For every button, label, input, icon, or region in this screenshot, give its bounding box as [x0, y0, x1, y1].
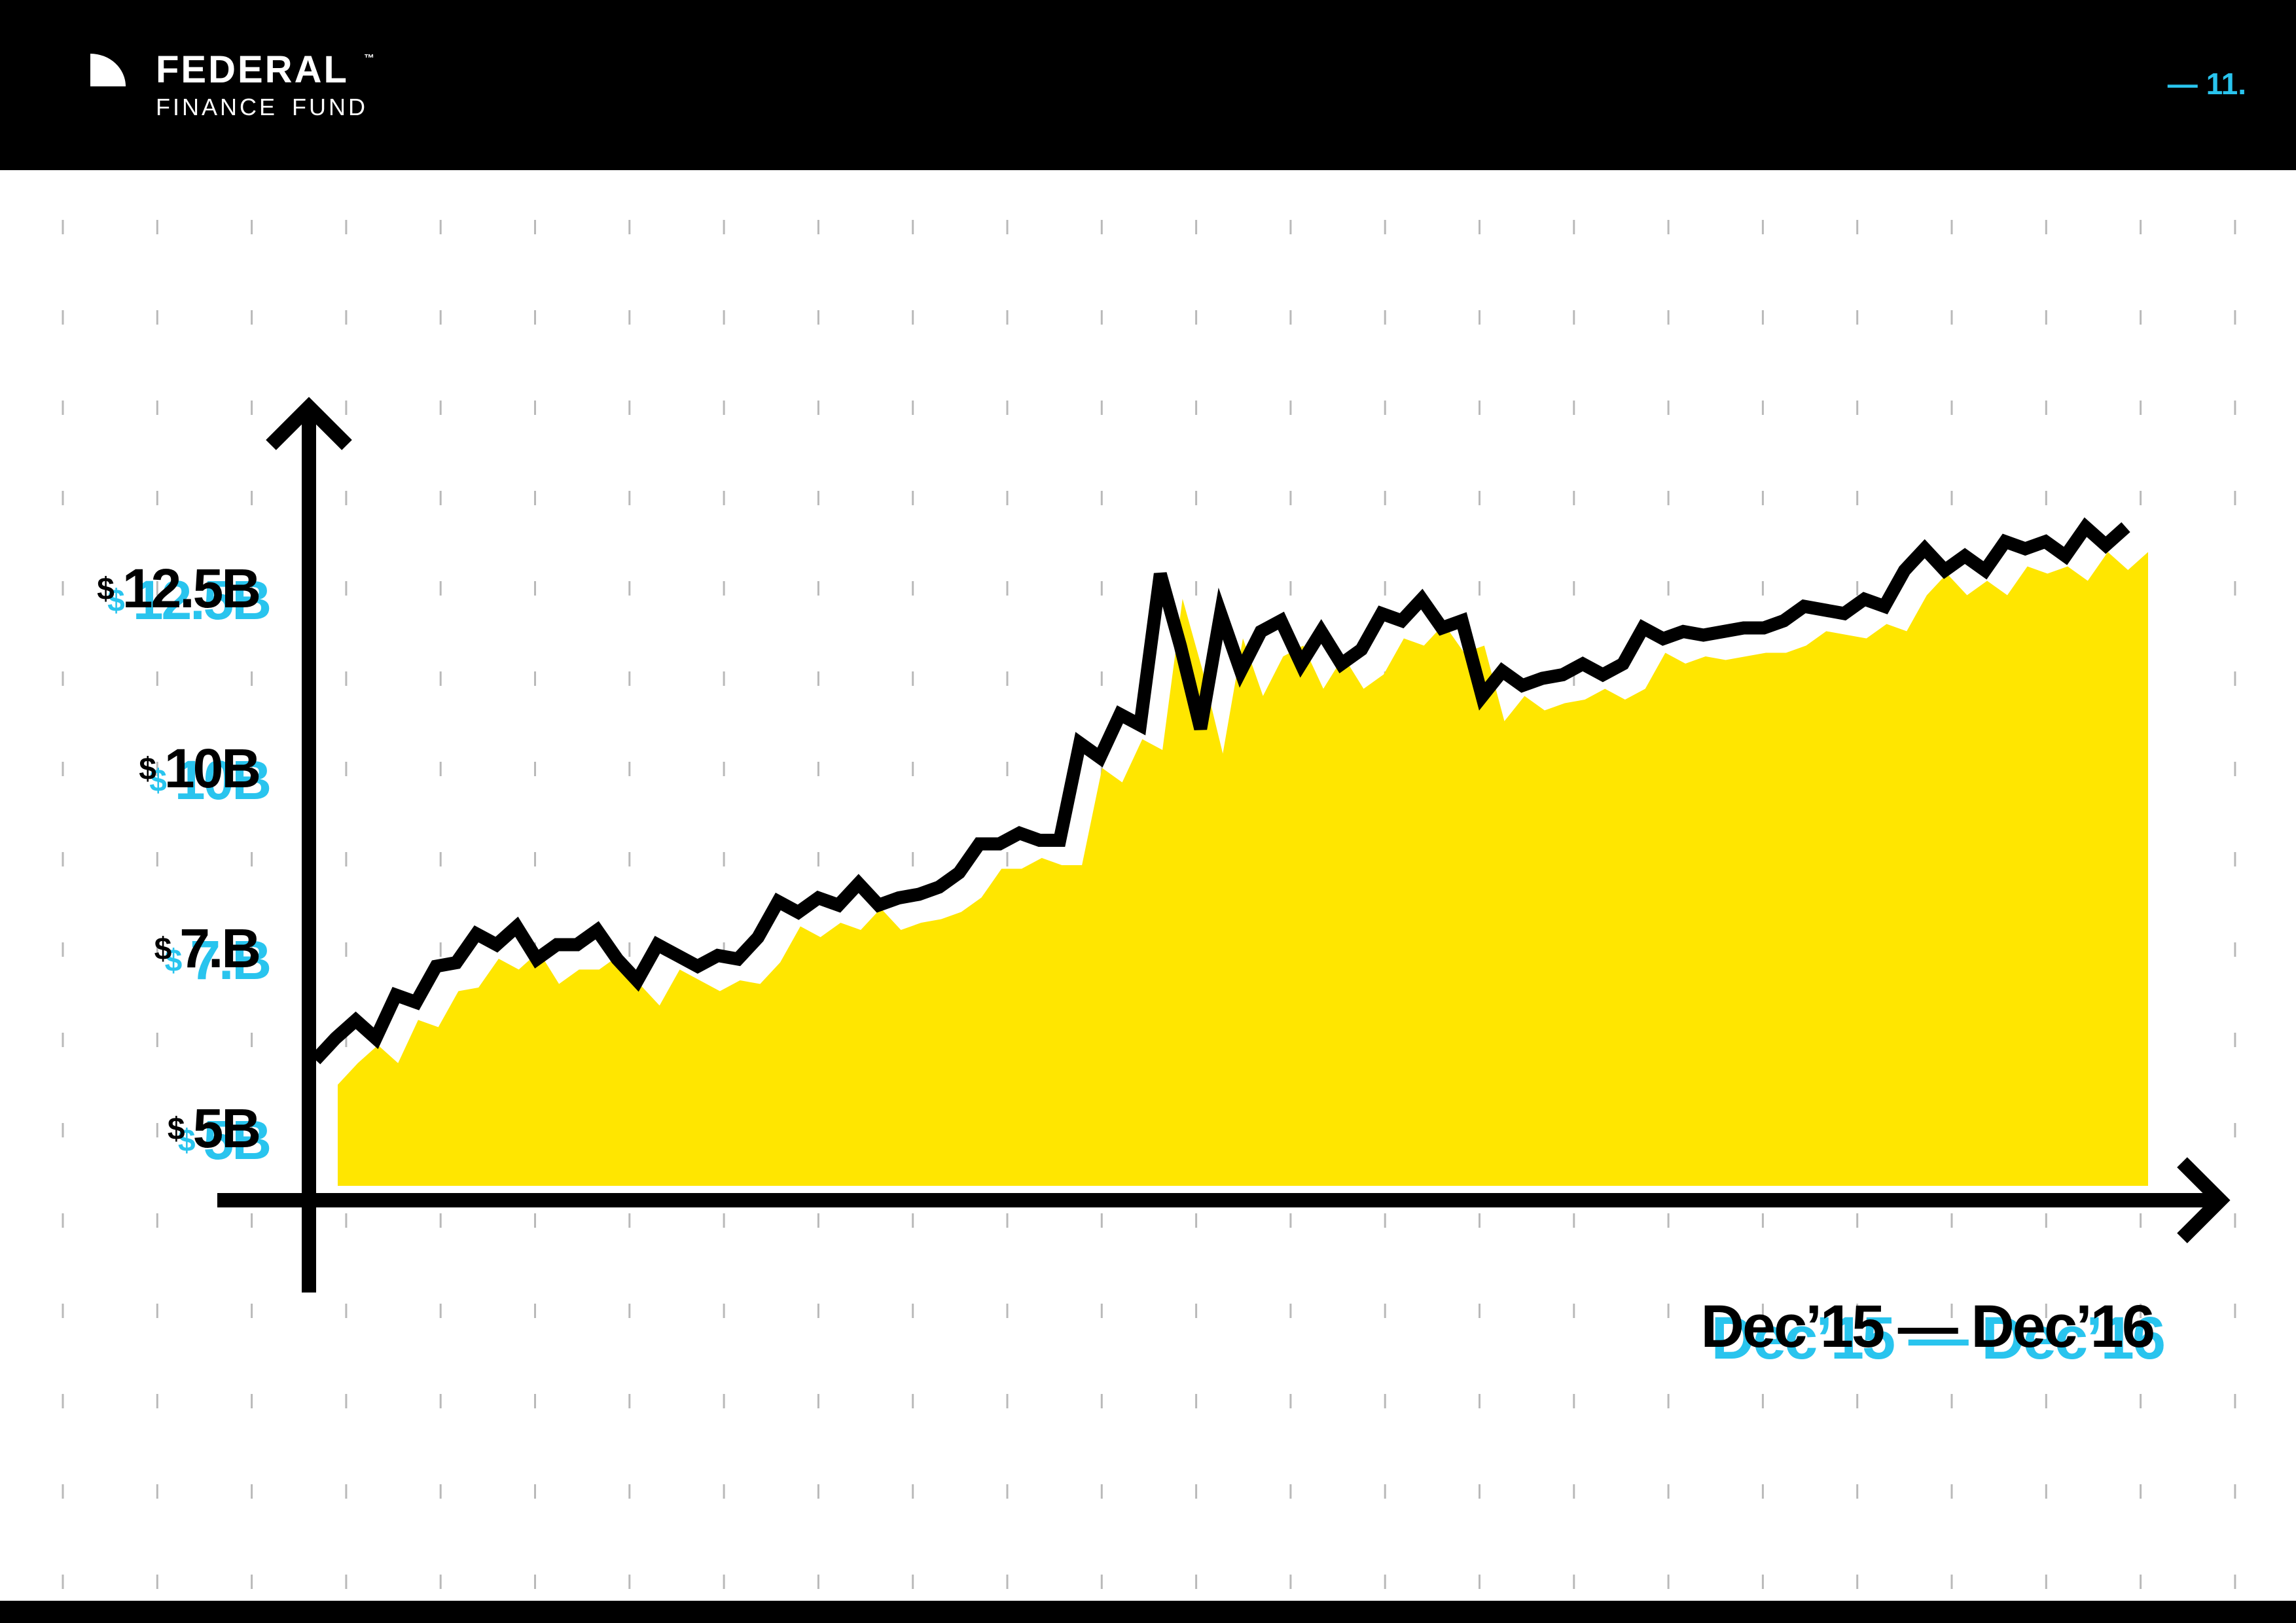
- x-axis-arrow-icon: [2177, 1157, 2231, 1243]
- tick-value: 5B: [203, 1109, 272, 1171]
- page-number: — 11.: [2167, 67, 2246, 101]
- x-axis-label-text: Dec’15 — Dec’16: [1700, 1293, 2155, 1360]
- y-axis-arrow-icon: [266, 397, 352, 450]
- y-tick-label-shadow: $7.B: [164, 929, 272, 991]
- brand-subtitle: FINANCE FUND: [156, 94, 368, 120]
- tick-value: 7.B: [190, 929, 272, 991]
- currency-symbol: $: [139, 752, 156, 787]
- y-tick-label: $7.B $7.B: [50, 918, 272, 990]
- y-tick-label: $12.5B $12.5B: [50, 558, 272, 630]
- tick-value: 12.5B: [132, 569, 272, 631]
- currency-symbol: $: [97, 572, 115, 607]
- y-tick-label-text: $7.B: [154, 918, 261, 979]
- tick-value: 10B: [174, 749, 272, 811]
- tick-value: 10B: [164, 738, 261, 799]
- currency-symbol: $: [164, 944, 183, 978]
- y-tick-label-text: $12.5B: [97, 558, 261, 619]
- footer-bar: [0, 1601, 2296, 1623]
- y-tick-label-shadow: $10B: [149, 749, 272, 811]
- brand-logo: FEDERAL ™ FINANCE FUND: [90, 48, 391, 124]
- header-bar: FEDERAL ™ FINANCE FUND — 11.: [0, 0, 2296, 170]
- currency-symbol: $: [107, 584, 125, 618]
- tick-value: 5B: [192, 1097, 261, 1159]
- currency-symbol: $: [154, 932, 172, 967]
- series-line: [310, 517, 2130, 1065]
- currency-symbol: $: [149, 764, 167, 798]
- currency-symbol: $: [177, 1124, 196, 1158]
- y-tick-label: $5B $5B: [50, 1097, 272, 1169]
- brand-name: FEDERAL: [156, 48, 349, 91]
- y-tick-label-shadow: $12.5B: [107, 569, 272, 631]
- currency-symbol: $: [167, 1112, 185, 1147]
- tick-value: 7.B: [179, 918, 261, 979]
- x-axis-label: Dec’15 — Dec’16 Dec’15 — Dec’16: [1564, 1291, 2166, 1372]
- axes: [217, 397, 2231, 1293]
- y-tick-label-text: $10B: [139, 738, 261, 799]
- trademark-mark: ™: [364, 53, 374, 64]
- tick-value: 12.5B: [122, 558, 261, 619]
- y-tick-label: $10B $10B: [50, 738, 272, 810]
- x-axis-label-shadow: Dec’15 — Dec’16: [1711, 1305, 2166, 1372]
- y-tick-label-text: $5B: [167, 1097, 261, 1159]
- series-area-fill: [338, 552, 2148, 1186]
- y-tick-label-shadow: $5B: [177, 1109, 272, 1171]
